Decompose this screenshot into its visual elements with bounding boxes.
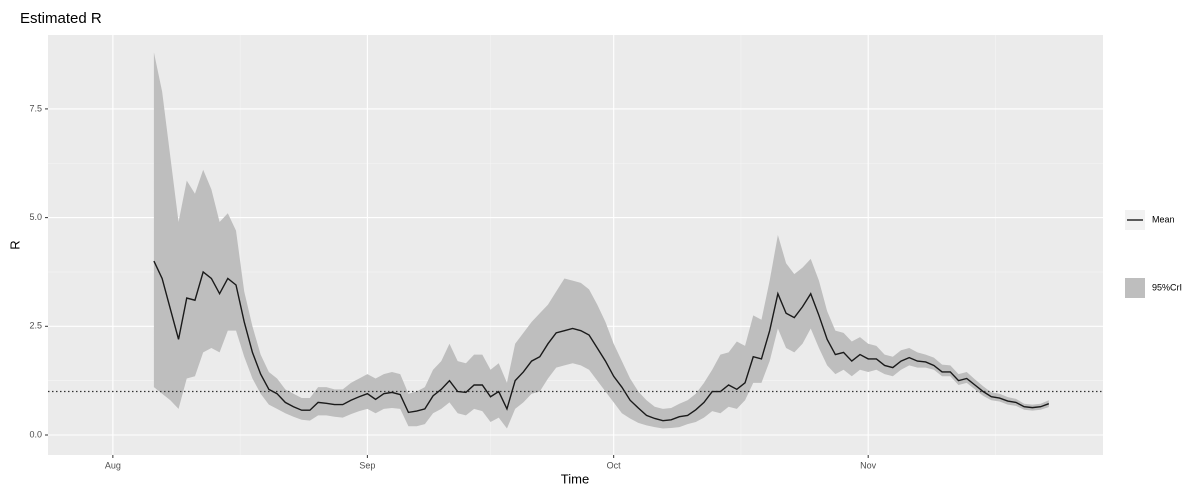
x-axis-title: Time <box>561 471 589 486</box>
chart-title: Estimated R <box>20 10 102 27</box>
y-axis-title: R <box>7 240 22 249</box>
x-tick-label: Oct <box>607 460 622 470</box>
legend-label: 95%CrI <box>1152 282 1182 292</box>
y-tick-label: 0.0 <box>29 429 42 439</box>
x-tick-label: Nov <box>860 460 877 470</box>
y-tick-label: 5.0 <box>29 212 42 222</box>
x-tick-label: Aug <box>105 460 121 470</box>
legend: Mean 95%CrI <box>1125 210 1182 298</box>
x-tick-label: Sep <box>359 460 375 470</box>
legend-swatch <box>1125 278 1145 298</box>
y-tick-label: 7.5 <box>29 103 42 113</box>
y-tick-label: 2.5 <box>29 321 42 331</box>
mean-line <box>153 260 1050 422</box>
legend-label: Mean <box>1152 214 1175 224</box>
